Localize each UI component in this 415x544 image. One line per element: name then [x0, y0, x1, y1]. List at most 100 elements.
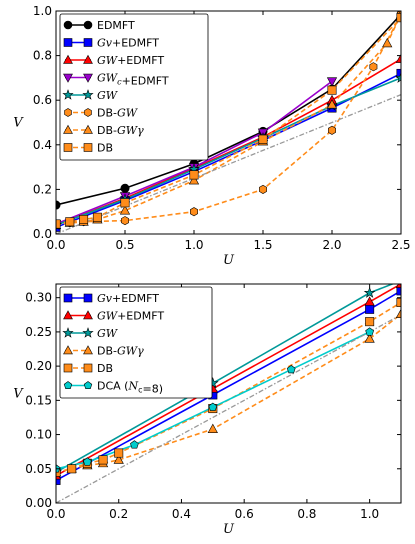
x-tick-label: 0.2 [109, 507, 128, 521]
x-axis-label: U [223, 253, 235, 268]
legend-label-gw-edmft: GW+EDMFT [97, 54, 164, 67]
legend-label-db-gw: DB-GW [97, 107, 139, 120]
x-tick-label: 0.0 [46, 507, 65, 521]
data-point-gv-edmft [56, 475, 61, 485]
legend-marker [83, 293, 93, 303]
legend-box [59, 286, 213, 399]
legend-marker [83, 381, 93, 390]
legend-marker [83, 124, 93, 134]
legend-label-gw-edmft: GW+EDMFT [97, 310, 164, 323]
chart-2: 0.0 0.2 0.4 0.6 0.8 1.0 0.00 0.05 0.10 0.15 0.20 0.… [13, 283, 402, 537]
x-tick-label: 2.0 [322, 238, 341, 252]
legend-marker [83, 345, 93, 355]
legend-marker [83, 363, 93, 373]
legend-marker [82, 327, 94, 338]
chart-1: 0.0 0.5 1.0 1.5 2.0 2.5 0.0 0.2 0.4 0.6 0.8 1.0 U V ED… [13, 4, 410, 268]
legend-marker [82, 89, 94, 100]
x-tick-label: 1.0 [184, 238, 203, 252]
series-line-gv-edmft [56, 72, 401, 229]
y-axis-label: V [13, 116, 24, 131]
legend-label-gw: GW [97, 89, 119, 102]
legend-label-dca-nc-8-: DCA (Nc=8) [97, 380, 163, 396]
legend-marker [63, 310, 73, 320]
legend-label-db: DB [97, 142, 113, 155]
y-tick-label: 0.05 [25, 462, 52, 476]
y-tick-label: 0.20 [25, 359, 52, 373]
y-tick-label: 0.0 [33, 227, 52, 241]
data-point-db [327, 85, 337, 95]
legend-marker [62, 327, 74, 338]
data-point-db [98, 455, 108, 465]
data-point-db-gw- [188, 175, 200, 185]
data-point-db-gw- [326, 99, 338, 109]
data-point-dca-nc-8- [365, 327, 374, 336]
series-line-gw-edmft [56, 58, 401, 226]
series-line-dca-nc-8- [56, 331, 370, 470]
legend-marker [63, 345, 73, 355]
legend-marker [83, 143, 93, 152]
data-point-db [56, 219, 61, 229]
data-point-gw [395, 71, 401, 83]
y-tick-label: 0.15 [25, 393, 52, 407]
legend-label-gv-edmft: Gv+EDMFT [97, 292, 159, 305]
legend-marker [63, 363, 73, 373]
data-point-db [79, 215, 89, 225]
data-point-db [92, 212, 102, 222]
y-tick-label: 0.2 [33, 182, 52, 196]
y-tick-label: 0.4 [33, 138, 52, 152]
series-line-reference [56, 314, 401, 503]
data-point-db-gw [369, 62, 378, 72]
data-point-db [67, 464, 77, 474]
data-point-db-gw [259, 184, 267, 194]
legend-marker [64, 108, 72, 117]
data-point-edmft [56, 200, 61, 210]
legend-marker [62, 89, 74, 100]
legend-marker [63, 54, 73, 64]
data-point-db-gw- [119, 205, 131, 215]
legend-marker [63, 73, 73, 83]
data-point-db-gw- [207, 423, 218, 433]
data-point-db [258, 134, 268, 144]
data-point-db [120, 198, 130, 208]
legend-marker [63, 293, 73, 303]
data-point-edmft [120, 183, 130, 193]
x-tick-label: 1.5 [253, 238, 272, 252]
x-tick-label: 1.0 [360, 507, 379, 521]
legend-label-db-gw-: DB-GWγ [97, 345, 144, 358]
legend-marker [83, 54, 93, 64]
legend-label-gw: GW [97, 327, 119, 340]
data-point-gw-edmft [364, 296, 375, 306]
series-line-gv-edmft [56, 290, 401, 482]
legend-label-edmft: EDMFT [97, 19, 135, 32]
x-tick-label: 0.4 [172, 507, 191, 521]
series-line-reference [56, 94, 401, 234]
legend: Gv+EDMFT GW+EDMFT GW DB-GWγ DB DCA (Nc=8) [59, 286, 213, 399]
data-point-dca-nc-8- [286, 364, 296, 374]
data-point-db-gw [121, 216, 129, 226]
data-point-db-gw- [113, 454, 124, 464]
legend-marker [83, 310, 93, 320]
data-point-db-gw- [382, 37, 393, 48]
plot-area [56, 11, 401, 234]
series-line-gw-edmft [56, 284, 401, 477]
data-point-db [365, 317, 375, 327]
data-point-db-gw- [395, 308, 401, 318]
data-point-gw-edmft [395, 284, 401, 288]
data-point-db [114, 448, 124, 458]
x-axis-label: U [223, 522, 235, 537]
data-point-dca-nc-8- [83, 457, 92, 466]
axes-frame [55, 283, 402, 504]
legend-marker [63, 124, 73, 134]
legend-label-gwc-edmft: GWc+EDMFT [97, 72, 169, 88]
data-point-dca-nc-8- [208, 402, 218, 411]
legend-marker [63, 143, 73, 152]
legend-marker [63, 20, 73, 30]
legend-marker [83, 73, 93, 83]
data-point-db-gw [328, 125, 336, 135]
series-line-edmft [56, 13, 401, 206]
data-point-db-gw [190, 207, 198, 217]
y-tick-label: 0.30 [25, 291, 52, 305]
legend-label-gv-edmft: Gv+EDMFT [97, 37, 159, 50]
